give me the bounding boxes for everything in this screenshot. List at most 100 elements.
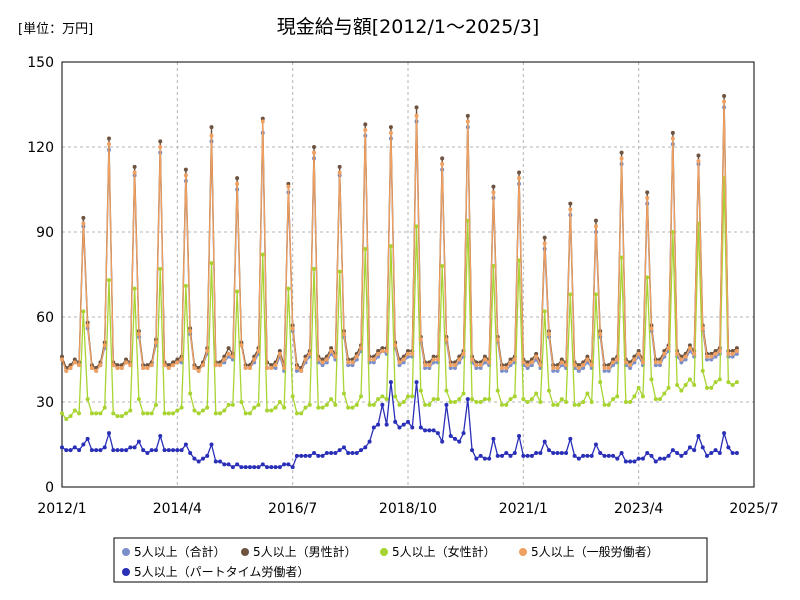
data-point: [666, 385, 671, 390]
data-point: [243, 465, 248, 470]
data-point: [94, 368, 99, 373]
data-point: [359, 394, 364, 399]
data-point: [397, 363, 402, 368]
legend-item: 5人以上（男性計）: [241, 544, 357, 559]
data-point: [576, 402, 581, 407]
data-point: [286, 181, 291, 186]
data-point: [564, 363, 569, 368]
data-point: [226, 462, 231, 467]
data-point: [260, 116, 265, 121]
data-point: [265, 366, 270, 370]
data-point: [423, 402, 428, 407]
legend-label: 5人以上（パートタイム労働者）: [134, 565, 309, 579]
data-point: [312, 266, 317, 271]
x-tick-label: 2014/4: [153, 501, 202, 517]
data-point: [470, 357, 475, 362]
data-point: [337, 448, 342, 453]
data-point: [106, 278, 111, 283]
data-point: [265, 408, 270, 413]
data-point: [350, 405, 355, 410]
data-point: [98, 411, 103, 416]
data-point: [623, 400, 628, 404]
data-point: [346, 405, 351, 410]
data-point: [572, 453, 577, 458]
data-point: [273, 465, 278, 470]
data-point: [687, 377, 692, 382]
data-point: [235, 181, 240, 186]
data-point: [388, 244, 393, 249]
data-point: [734, 351, 739, 356]
data-point: [474, 363, 479, 368]
data-point: [628, 400, 633, 404]
data-point: [427, 363, 432, 368]
data-point: [730, 354, 735, 359]
data-point: [448, 400, 453, 404]
data-point: [77, 448, 82, 453]
data-point: [461, 391, 466, 396]
data-point: [568, 292, 573, 297]
data-point: [179, 405, 184, 410]
data-point: [200, 363, 205, 368]
data-point: [465, 218, 470, 223]
data-point: [589, 453, 594, 458]
data-point: [529, 453, 534, 458]
data-point: [555, 402, 560, 407]
data-point: [102, 405, 107, 410]
data-point: [730, 349, 735, 353]
data-point: [619, 255, 624, 260]
data-point: [243, 411, 248, 416]
data-point: [440, 264, 445, 268]
legend-label: 5人以上（一般労働者）: [531, 544, 659, 559]
data-point: [653, 360, 658, 365]
data-point: [273, 363, 278, 368]
data-point: [679, 360, 684, 365]
data-point: [235, 462, 240, 467]
data-point: [341, 391, 346, 396]
data-point: [679, 388, 684, 393]
data-point: [81, 309, 86, 314]
data-point: [658, 363, 663, 368]
data-point: [717, 451, 722, 455]
data-point: [427, 402, 432, 407]
data-point: [670, 136, 675, 141]
data-point: [329, 451, 334, 455]
data-point: [192, 366, 197, 370]
data-point: [576, 368, 581, 373]
data-point: [589, 400, 594, 404]
data-point: [440, 156, 445, 161]
data-point: [611, 453, 616, 458]
data-point: [367, 439, 372, 444]
data-point: [491, 436, 496, 441]
data-point: [269, 366, 274, 370]
data-point: [431, 357, 436, 362]
data-point: [551, 451, 556, 455]
data-point: [397, 402, 402, 407]
data-point: [213, 363, 218, 368]
data-point: [341, 445, 346, 450]
data-point: [517, 258, 522, 263]
data-point: [252, 405, 257, 410]
data-point: [158, 139, 163, 144]
x-tick-label: 2018/10: [379, 501, 437, 517]
data-point: [384, 349, 389, 353]
data-point: [312, 451, 317, 455]
data-point: [200, 408, 205, 413]
data-point: [77, 363, 82, 368]
legend-label: 5人以上（女性計）: [392, 544, 496, 559]
data-point: [487, 456, 492, 461]
data-point: [508, 357, 513, 362]
data-point: [346, 360, 351, 365]
data-point: [423, 363, 428, 368]
data-point: [423, 428, 428, 433]
y-axis-ticks: 0 30 60 90 120 150: [27, 55, 54, 496]
data-point: [687, 343, 692, 348]
data-point: [346, 451, 351, 455]
data-point: [623, 459, 628, 464]
data-point: [380, 402, 385, 407]
data-point: [380, 349, 385, 353]
data-point: [290, 465, 295, 470]
chart-title: 現金給与額[2012/1～2025/3]: [277, 16, 540, 38]
data-point: [209, 261, 214, 266]
data-point: [542, 241, 547, 246]
data-point: [226, 346, 231, 351]
